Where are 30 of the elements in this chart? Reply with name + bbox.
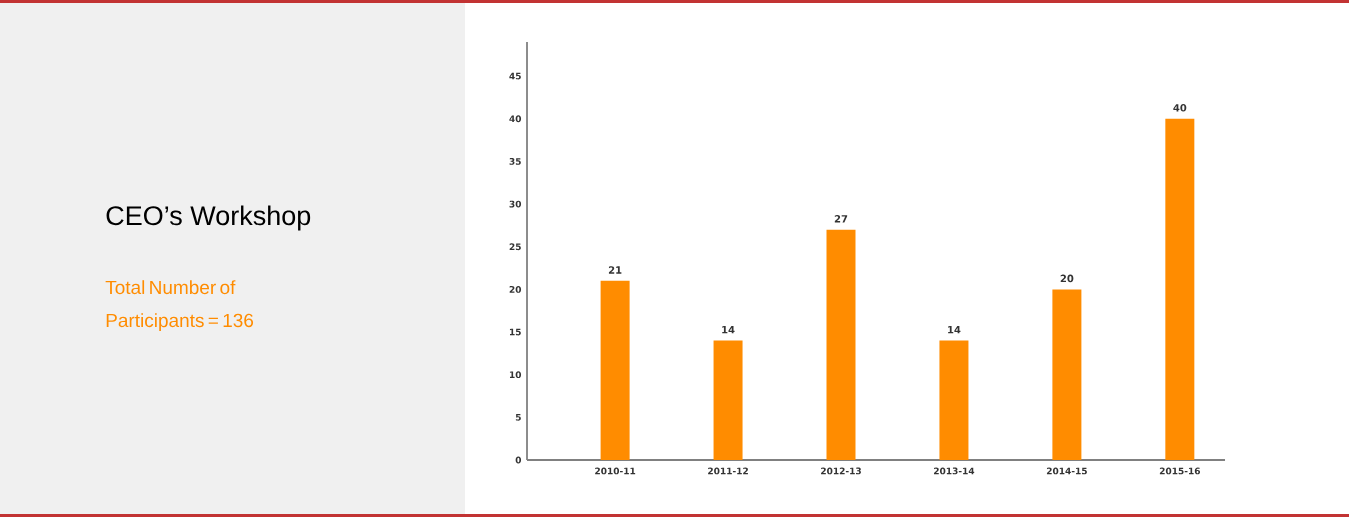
bar (939, 340, 969, 460)
x-tick-label: 2010-11 (595, 467, 636, 475)
data-label: 14 (722, 326, 735, 334)
y-tick-label: 10 (509, 371, 522, 379)
y-tick-label: 5 (515, 414, 521, 421)
y-tick-label: 40 (509, 115, 522, 123)
bar (826, 229, 856, 460)
y-tick-label: 25 (509, 243, 521, 251)
y-tick-label: 35 (509, 158, 521, 165)
bar (713, 340, 743, 460)
data-label: 27 (834, 215, 848, 223)
y-tick-label: 30 (509, 200, 522, 208)
x-tick-label: 2014-15 (1046, 467, 1087, 475)
bar (1165, 118, 1195, 460)
x-tick-label: 2011-12 (708, 467, 748, 475)
text: CEO’s Workshop (106, 205, 311, 231)
y-tick-label: 0 (515, 456, 522, 464)
data-label: 21 (608, 266, 622, 274)
bar (1052, 289, 1082, 460)
x-tick-label: 2015-16 (1159, 467, 1201, 475)
x-tick-label: 2013-14 (934, 467, 975, 475)
text: Total Number of Participants = 136 (105, 280, 254, 331)
bar (600, 280, 630, 460)
data-label: 40 (1173, 104, 1187, 112)
y-tick-label: 15 (509, 328, 521, 336)
y-tick-label: 20 (509, 285, 522, 293)
data-label: 14 (948, 326, 961, 334)
data-label: 20 (1060, 274, 1074, 283)
y-tick-label: 45 (509, 72, 521, 80)
x-tick-label: 2012-13 (821, 467, 861, 475)
